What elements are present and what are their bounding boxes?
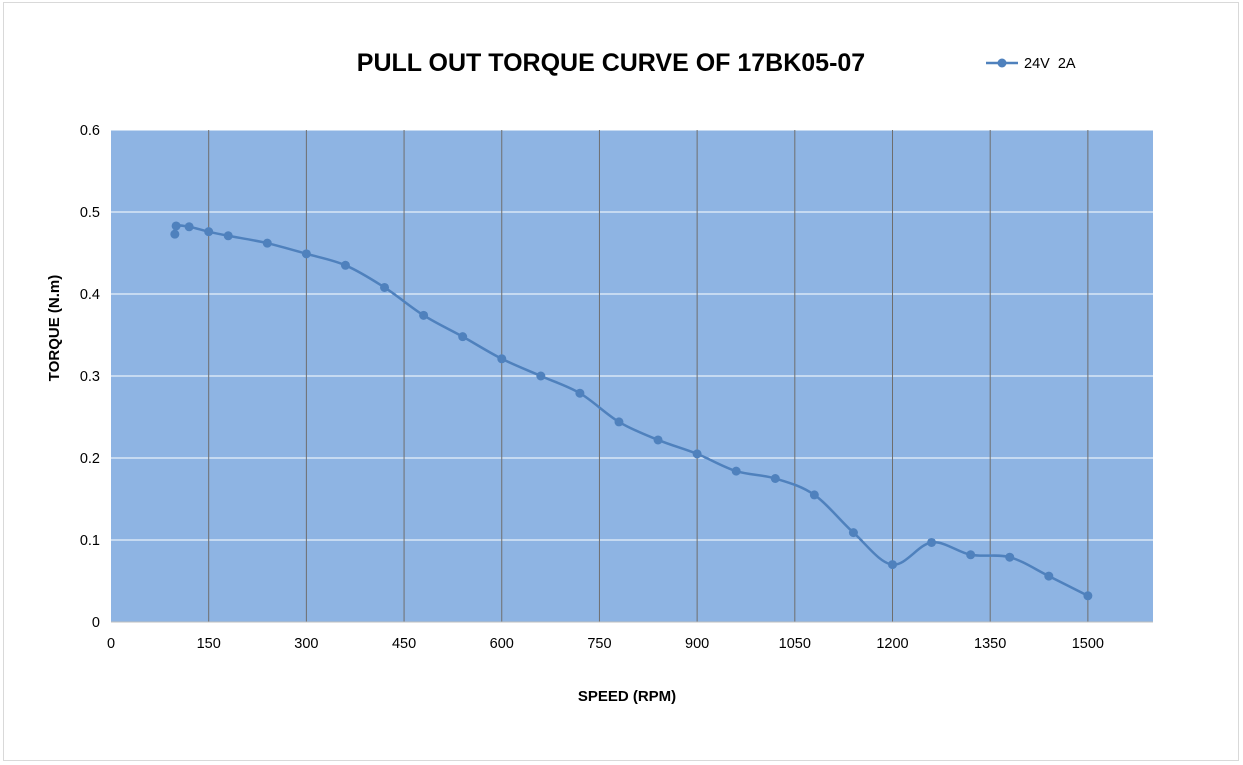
x-tick-label: 1350	[974, 636, 1006, 652]
series-points	[170, 221, 1093, 601]
x-tick-label: 600	[490, 636, 514, 652]
data-point	[223, 231, 233, 241]
legend-marker	[997, 58, 1007, 68]
y-tick-label: 0.1	[80, 533, 100, 549]
x-tick-label: 900	[685, 636, 709, 652]
legend: 24V 2A	[986, 56, 1076, 72]
data-point	[262, 238, 272, 248]
y-axis-title: TORQUE (N.m)	[46, 275, 63, 381]
legend-label: 24V 2A	[1024, 56, 1076, 72]
data-point	[614, 417, 624, 427]
data-point	[966, 550, 976, 560]
data-point	[1044, 571, 1054, 581]
x-tick-label: 1050	[779, 636, 811, 652]
x-tick-label: 300	[294, 636, 318, 652]
data-point	[171, 221, 181, 231]
data-point	[848, 528, 858, 538]
data-point	[170, 229, 180, 239]
data-point	[809, 490, 819, 500]
data-point	[536, 371, 546, 381]
y-axis-ticks: 0 0.1 0.2 0.3 0.4 0.5 0.6	[80, 123, 100, 631]
data-point	[1083, 591, 1093, 601]
data-point	[497, 354, 507, 364]
data-point	[340, 260, 350, 270]
y-tick-label: 0	[92, 615, 100, 631]
data-point	[380, 282, 390, 292]
x-tick-label: 1500	[1072, 636, 1104, 652]
y-tick-label: 0.3	[80, 369, 100, 385]
x-tick-label: 150	[197, 636, 221, 652]
data-point	[204, 227, 214, 237]
x-axis-ticks: 0 150 300 450 600 750 900 1050 1200 1350 1500	[107, 636, 1104, 652]
gridlines	[111, 129, 1153, 623]
x-tick-label: 450	[392, 636, 416, 652]
data-point	[458, 332, 468, 342]
data-point	[731, 466, 741, 476]
x-tick-label: 0	[107, 636, 115, 652]
x-tick-label: 1200	[876, 636, 908, 652]
y-tick-label: 0.2	[80, 451, 100, 467]
x-axis-title: SPEED (RPM)	[578, 688, 676, 705]
data-point	[1005, 552, 1015, 562]
chart-title: PULL OUT TORQUE CURVE OF 17BK05-07	[357, 49, 865, 77]
y-tick-label: 0.4	[80, 287, 100, 303]
data-point	[692, 449, 702, 459]
data-point	[301, 249, 311, 259]
x-tick-label: 750	[587, 636, 611, 652]
y-tick-label: 0.6	[80, 123, 100, 139]
data-point	[419, 310, 429, 320]
data-point	[575, 388, 585, 398]
data-point	[770, 474, 780, 483]
data-point	[184, 222, 194, 232]
data-point	[653, 435, 663, 445]
y-tick-label: 0.5	[80, 205, 100, 221]
data-point	[888, 560, 897, 570]
data-point	[927, 537, 937, 547]
